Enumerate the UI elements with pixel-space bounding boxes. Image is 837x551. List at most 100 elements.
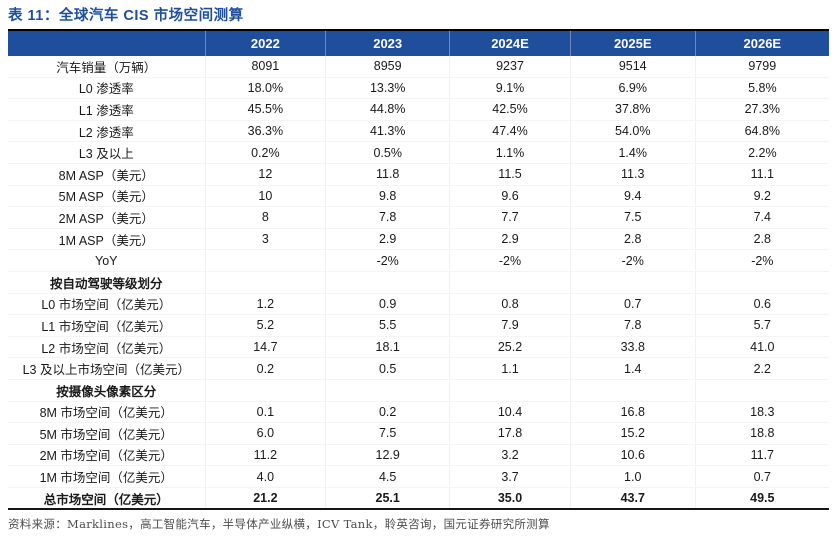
cell-value: 18.1	[325, 336, 450, 359]
cell-value: 33.8	[569, 336, 696, 359]
cell-value: 5.2	[204, 314, 326, 337]
row-label: 按自动驾驶等级划分	[8, 271, 206, 294]
cell-value: 0.8	[449, 293, 571, 316]
cell-value: 41.0	[694, 336, 829, 359]
cell-value: 43.7	[569, 487, 696, 510]
cell-value: 0.6	[694, 293, 829, 316]
cell-value: 15.2	[569, 422, 696, 445]
cell-value: 9.8	[325, 185, 450, 208]
table-row: 1M 市场空间（亿美元） 4.0 4.5 3.7 1.0 0.7	[8, 465, 829, 488]
cell-value: 16.8	[569, 401, 696, 424]
cell-value: 6.0	[204, 422, 326, 445]
cell-value: 42.5%	[449, 98, 571, 121]
cell-value: 0.7	[694, 465, 829, 488]
cell-value: 17.8	[449, 422, 571, 445]
column-header-2024e: 2024E	[449, 30, 571, 56]
cell-value: 18.3	[694, 401, 829, 424]
cell-value: 1.4%	[569, 141, 696, 164]
cell-value	[325, 271, 450, 294]
row-label: 5M 市场空间（亿美元）	[8, 422, 206, 445]
row-label: L0 市场空间（亿美元）	[8, 293, 206, 316]
cell-value: 10.6	[569, 444, 696, 467]
cell-value: 54.0%	[569, 120, 696, 143]
column-header-2025e: 2025E	[569, 30, 696, 56]
row-label: 8M ASP（美元）	[8, 163, 206, 186]
cell-value: 4.0	[204, 465, 326, 488]
table-row: L1 市场空间（亿美元） 5.2 5.5 7.9 7.8 5.7	[8, 314, 829, 337]
row-label: 2M ASP（美元）	[8, 206, 206, 229]
cell-value: 7.5	[569, 206, 696, 229]
cell-value: 7.7	[449, 206, 571, 229]
cell-value	[325, 379, 450, 402]
total-row: 总市场空间（亿美元） 21.2 25.1 35.0 43.7 49.5	[8, 487, 829, 510]
row-label: L3 及以上	[8, 141, 206, 164]
cell-value: 8	[204, 206, 326, 229]
table-row: L2 渗透率 36.3% 41.3% 47.4% 54.0% 64.8%	[8, 120, 829, 143]
column-header-2026e: 2026E	[694, 30, 829, 56]
cell-value: 0.5	[325, 357, 450, 380]
table-header-row: 2022 2023 2024E 2025E 2026E	[8, 30, 829, 56]
cell-value: 9799	[694, 56, 829, 78]
cell-value	[204, 249, 326, 272]
cell-value: 6.9%	[569, 77, 696, 100]
cell-value: 8959	[325, 56, 450, 78]
cell-value	[204, 379, 326, 402]
cell-value: 0.5%	[325, 141, 450, 164]
section-header-row: 按摄像头像素区分	[8, 379, 829, 402]
cell-value: -2%	[569, 249, 696, 272]
table-row: L0 渗透率 18.0% 13.3% 9.1% 6.9% 5.8%	[8, 77, 829, 100]
cell-value: 44.8%	[325, 98, 450, 121]
cell-value: -2%	[449, 249, 571, 272]
cell-value: 5.8%	[694, 77, 829, 100]
cell-value: 11.5	[449, 163, 571, 186]
table-row: YoY -2% -2% -2% -2%	[8, 249, 829, 272]
row-label: L3 及以上市场空间（亿美元）	[8, 357, 206, 380]
row-label: YoY	[8, 249, 206, 272]
row-label: 5M ASP（美元）	[8, 185, 206, 208]
cell-value: 18.8	[694, 422, 829, 445]
cell-value: 3	[204, 228, 326, 251]
row-label: 1M 市场空间（亿美元）	[8, 465, 206, 488]
cell-value: 2.9	[325, 228, 450, 251]
table-row: L1 渗透率 45.5% 44.8% 42.5% 37.8% 27.3%	[8, 98, 829, 121]
cell-value	[449, 271, 571, 294]
cell-value: 1.2	[204, 293, 326, 316]
table-row: 8M 市场空间（亿美元） 0.1 0.2 10.4 16.8 18.3	[8, 401, 829, 424]
table-row: L3 及以上市场空间（亿美元） 0.2 0.5 1.1 1.4 2.2	[8, 357, 829, 380]
row-label: 8M 市场空间（亿美元）	[8, 401, 206, 424]
cell-value: 9.4	[569, 185, 696, 208]
row-label: L1 市场空间（亿美元）	[8, 314, 206, 337]
row-label: L2 渗透率	[8, 120, 206, 143]
cell-value: 1.4	[569, 357, 696, 380]
row-label: 总市场空间（亿美元）	[43, 492, 169, 507]
cell-value: 9.2	[694, 185, 829, 208]
cell-value: 7.4	[694, 206, 829, 229]
cis-market-estimation-table: 2022 2023 2024E 2025E 2026E 汽车销量（万辆） 8091 8959…	[8, 29, 829, 511]
cell-value: 2.2	[694, 357, 829, 380]
cell-value: -2%	[694, 249, 829, 272]
cell-value: 10	[204, 185, 326, 208]
cell-value: 3.2	[449, 444, 571, 467]
cell-value: 0.2	[325, 401, 450, 424]
cell-value: 9237	[449, 56, 571, 78]
column-header-2023: 2023	[325, 30, 450, 56]
cell-value: 25.2	[449, 336, 571, 359]
cell-value: 27.3%	[694, 98, 829, 121]
cell-value: 11.7	[694, 444, 829, 467]
table-title: 表 11：全球汽车 CIS 市场空间测算	[8, 8, 244, 24]
cell-value: 0.9	[325, 293, 450, 316]
cell-value: 7.8	[325, 206, 450, 229]
table-row: 5M 市场空间（亿美元） 6.0 7.5 17.8 15.2 18.8	[8, 422, 829, 445]
cell-value: 2.9	[449, 228, 571, 251]
cell-value: 11.3	[569, 163, 696, 186]
cell-value: 45.5%	[204, 98, 326, 121]
table-row: 5M ASP（美元） 10 9.8 9.6 9.4 9.2	[8, 185, 829, 208]
table-row: L3 及以上 0.2% 0.5% 1.1% 1.4% 2.2%	[8, 141, 829, 164]
cell-value: 2.2%	[694, 141, 829, 164]
table-row: 1M ASP（美元） 3 2.9 2.9 2.8 2.8	[8, 228, 829, 251]
cell-value: 0.1	[204, 401, 326, 424]
cell-value	[694, 379, 829, 402]
cell-value: -2%	[325, 249, 450, 272]
cell-value: 49.5	[694, 487, 829, 510]
cell-value: 0.7	[569, 293, 696, 316]
